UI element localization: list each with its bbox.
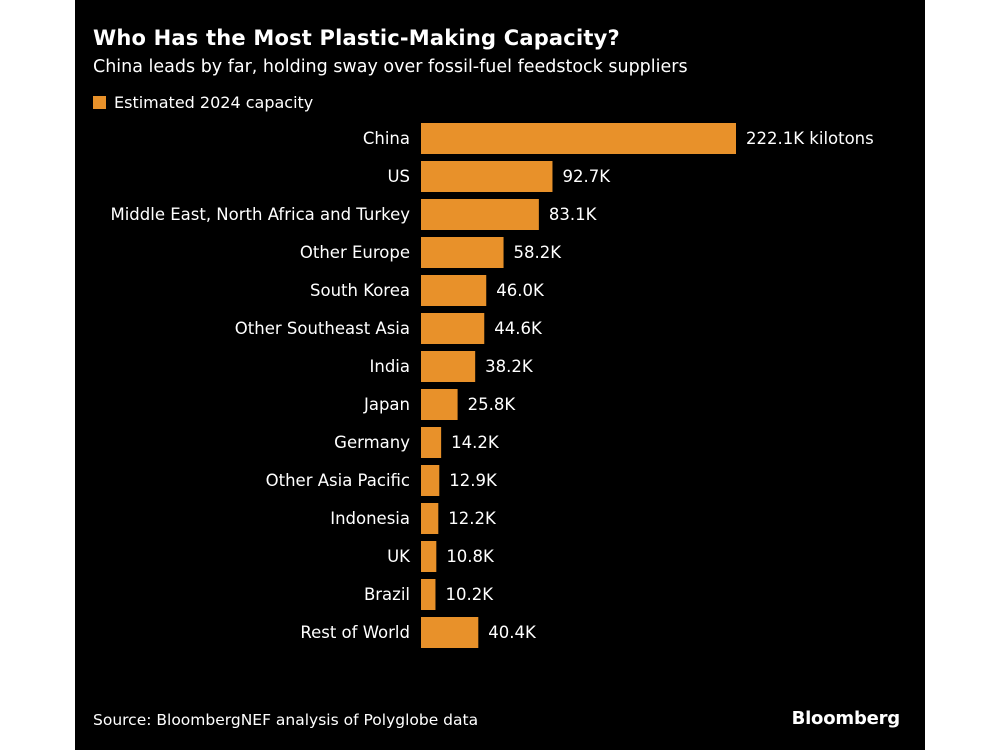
chart-panel: Who Has the Most Plastic-Making Capacity…	[75, 0, 925, 750]
value-label: 83.1K	[549, 205, 598, 224]
bar	[421, 389, 458, 420]
bloomberg-logo: Bloomberg	[791, 708, 901, 729]
category-label: South Korea	[310, 281, 410, 300]
value-label: 14.2K	[451, 433, 500, 452]
bar	[421, 237, 504, 268]
value-label: 44.6K	[494, 319, 543, 338]
bar	[421, 427, 442, 458]
category-label: Middle East, North Africa and Turkey	[110, 205, 410, 224]
bar	[421, 123, 736, 154]
value-label: 12.2K	[448, 509, 497, 528]
chart-title: Who Has the Most Plastic-Making Capacity…	[93, 26, 620, 50]
bar	[421, 161, 553, 192]
bar	[421, 579, 436, 610]
category-label: Germany	[334, 433, 410, 452]
category-label: Japan	[363, 395, 410, 414]
bar	[421, 313, 485, 344]
bar	[421, 465, 440, 496]
bar	[421, 199, 539, 230]
category-label: Other Asia Pacific	[266, 471, 410, 490]
value-label: 10.2K	[445, 585, 494, 604]
category-label: China	[363, 129, 410, 148]
bar-chart: China 222.1K kilotons US 92.7K Middle East, …	[110, 123, 874, 648]
legend-swatch	[93, 96, 106, 109]
category-label: Other Europe	[300, 243, 410, 262]
value-label: 38.2K	[485, 357, 534, 376]
value-label: 222.1K kilotons	[746, 129, 874, 148]
category-label: Indonesia	[330, 509, 410, 528]
category-label: US	[387, 167, 410, 186]
value-label: 92.7K	[562, 167, 611, 186]
category-label: Other Southeast Asia	[235, 319, 410, 338]
value-label: 46.0K	[496, 281, 545, 300]
category-label: UK	[387, 547, 411, 566]
category-label: Brazil	[364, 585, 410, 604]
category-label: India	[370, 357, 411, 376]
bar	[421, 617, 479, 648]
source-note: Source: BloombergNEF analysis of Polyglo…	[93, 711, 479, 729]
value-label: 40.4K	[488, 623, 537, 642]
bar	[421, 541, 437, 572]
value-label: 58.2K	[514, 243, 563, 262]
legend-label: Estimated 2024 capacity	[114, 93, 314, 112]
value-label: 10.8K	[446, 547, 495, 566]
bar	[421, 503, 439, 534]
bar	[421, 275, 487, 306]
category-label: Rest of World	[300, 623, 410, 642]
value-label: 12.9K	[449, 471, 498, 490]
bar	[421, 351, 476, 382]
chart-subtitle: China leads by far, holding sway over fo…	[93, 57, 688, 77]
value-label: 25.8K	[468, 395, 517, 414]
legend: Estimated 2024 capacity	[93, 93, 313, 112]
